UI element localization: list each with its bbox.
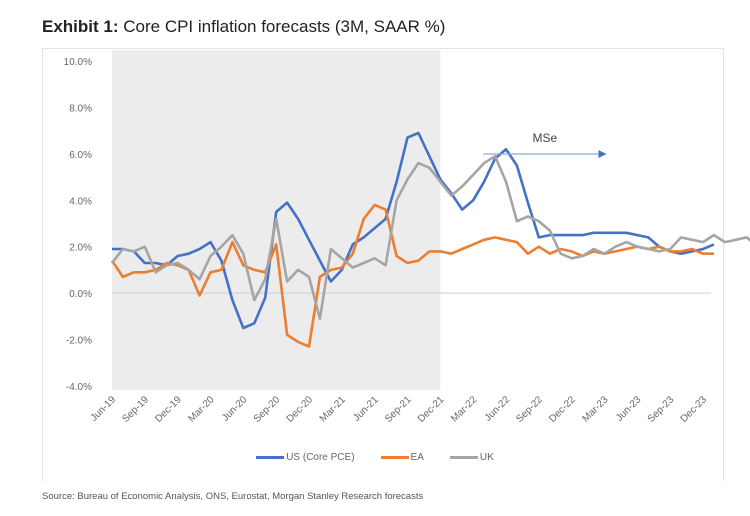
series-line-uk — [110, 154, 750, 321]
x-tick-label: Mar-20 — [186, 394, 216, 424]
legend-item: US (Core PCE) — [256, 452, 355, 463]
x-tick-label: Jun-19 — [89, 394, 119, 424]
x-tick-label: Jun-21 — [351, 394, 381, 424]
y-tick-label: -2.0% — [66, 336, 92, 347]
source-note: Source: Bureau of Economic Analysis, ONS… — [42, 491, 424, 502]
forecast-arrow-head — [598, 150, 607, 158]
x-tick-label: Mar-23 — [580, 394, 610, 424]
y-tick-label: 2.0% — [69, 243, 92, 254]
legend-label: UK — [479, 452, 494, 463]
series-line-ea — [110, 203, 714, 348]
legend-label: US (Core PCE) — [286, 452, 355, 463]
x-tick-label: Dec-23 — [679, 394, 710, 425]
x-tick-label: Mar-21 — [318, 394, 348, 424]
legend-item: UK — [449, 452, 494, 463]
x-tick-label: Dec-20 — [285, 394, 316, 425]
y-tick-label: 10.0% — [64, 57, 92, 68]
x-tick-label: Dec-22 — [547, 394, 578, 425]
title-text: Core CPI inflation forecasts (3M, SAAR %… — [123, 17, 446, 36]
legend-label: EA — [410, 452, 424, 463]
legend-swatch — [380, 456, 409, 459]
x-tick-label: Jun-20 — [220, 394, 250, 424]
x-tick-label: Sep-23 — [646, 394, 677, 425]
legend-item: EA — [380, 452, 424, 463]
x-tick-label: Sep-21 — [383, 394, 414, 425]
x-tick-label: Jun-22 — [483, 394, 513, 424]
legend-swatch — [449, 456, 478, 459]
forecast-annotation-label: MSe — [532, 131, 557, 145]
chart-title: Exhibit 1: Core CPI inflation forecasts … — [42, 17, 445, 37]
y-tick-label: 6.0% — [69, 150, 92, 161]
y-tick-label: 8.0% — [69, 103, 92, 114]
y-tick-label: -4.0% — [66, 382, 92, 393]
x-tick-label: Sep-20 — [252, 394, 283, 425]
x-tick-label: Sep-19 — [120, 394, 151, 425]
y-tick-label: 4.0% — [69, 196, 92, 207]
chart-legend: US (Core PCE) EA UK — [0, 452, 750, 463]
legend-swatch — [256, 456, 285, 459]
x-tick-label: Mar-22 — [449, 394, 479, 424]
y-tick-label: 0.0% — [69, 289, 92, 300]
title-prefix: Exhibit 1: — [42, 17, 119, 36]
series-line-us-core-pce — [112, 131, 715, 330]
x-tick-label: Sep-22 — [514, 394, 545, 425]
x-tick-label: Jun-23 — [614, 394, 644, 424]
x-tick-label: Dec-19 — [153, 394, 184, 425]
x-tick-label: Dec-21 — [416, 394, 447, 425]
